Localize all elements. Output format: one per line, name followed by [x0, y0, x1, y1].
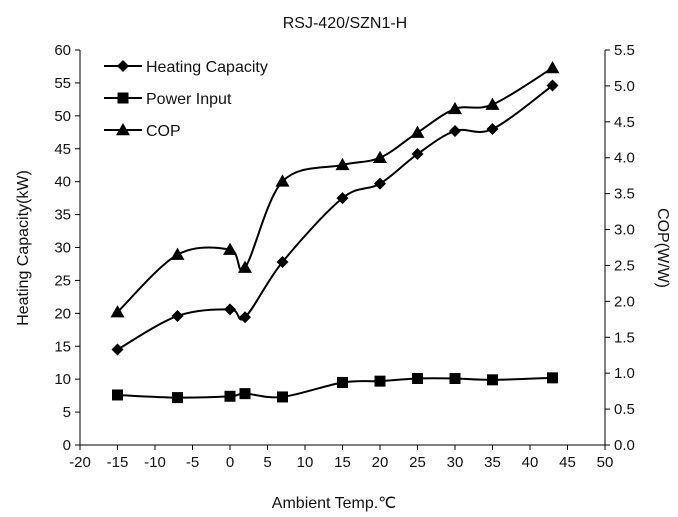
y-tick-label: 10 [54, 371, 71, 388]
heating-capacity-series [111, 79, 559, 356]
y-tick-label: 40 [54, 174, 71, 191]
x-tick-label: 35 [484, 454, 501, 471]
cop-point [170, 247, 185, 260]
y2-tick-label: 3.0 [614, 222, 635, 239]
legend-label-cop: COP [146, 123, 181, 140]
chart-title: RSJ-420/SZN1-H [283, 15, 407, 32]
power-input-point [224, 390, 236, 402]
y2-axis-title: COP(W/W) [654, 208, 671, 288]
heating-capacity-point [411, 148, 424, 161]
power-input-point [337, 376, 348, 388]
axes: -20 -15 -10 -5 0 5 10 15 20 25 30 35 40 45 50 0 5 10 15 20 2… [54, 42, 635, 471]
x-tick-label: 25 [409, 454, 426, 471]
power-input-point [487, 374, 498, 386]
y-tick-label: 55 [54, 75, 71, 92]
x-tick-label: 10 [297, 454, 314, 471]
y2-tick-label: 0.5 [614, 401, 635, 418]
y-tick-label: 45 [54, 141, 71, 158]
x-tick-label: -20 [69, 454, 91, 471]
x-axis-title: Ambient Temp.℃ [272, 495, 396, 512]
y2-tick-label: 5.5 [614, 42, 635, 59]
x-tick-label: 40 [522, 454, 539, 471]
legend-marker-heating-capacity [117, 60, 129, 72]
heating-capacity-point [374, 177, 386, 190]
legend-item-heating-capacity: Heating Capacity [104, 59, 268, 76]
power-input-point [547, 372, 558, 384]
cop-point [410, 125, 425, 138]
x-tick-label: 0 [226, 454, 234, 471]
heating-capacity-point [276, 255, 289, 268]
x-tick-label: 15 [334, 454, 351, 471]
cop-point [238, 260, 252, 273]
y-tick-label: 0 [63, 437, 71, 454]
y2-tick-label: 0.0 [614, 437, 635, 454]
cop-point [485, 97, 500, 110]
x-tick-label: -5 [186, 454, 199, 471]
y-tick-label: 50 [54, 108, 71, 125]
power-input-point [172, 392, 183, 404]
heating-capacity-point [486, 123, 499, 135]
heating-capacity-point [449, 124, 461, 137]
legend-item-cop: COP [104, 123, 181, 140]
x-tick-label: -15 [107, 454, 129, 471]
cop-point [335, 157, 350, 171]
y-tick-label: 30 [54, 240, 71, 257]
y-tick-label: 5 [63, 404, 71, 421]
y2-tick-label: 4.0 [614, 150, 635, 167]
y2-tick-label: 5.0 [614, 78, 635, 95]
y-tick-label: 15 [54, 338, 71, 355]
cop-point [223, 242, 237, 255]
y-axis-title: Heating Capacity(kW) [15, 170, 32, 326]
cop-series [110, 60, 560, 318]
cop-line [116, 67, 554, 313]
power-input-point [277, 391, 288, 403]
power-input-point [112, 389, 123, 401]
heating-capacity-point [171, 309, 184, 322]
cop-point [545, 60, 560, 74]
y-tick-label: 35 [54, 207, 71, 224]
y2-tick-label: 1.5 [614, 329, 635, 346]
y-tick-label: 20 [54, 305, 71, 322]
legend-marker-power-input [117, 92, 129, 104]
cop-point [275, 174, 290, 187]
y2-tick-label: 4.5 [614, 114, 635, 131]
y-tick-label: 25 [54, 272, 71, 289]
heating-capacity-point [224, 303, 236, 316]
power-input-series [112, 372, 558, 404]
power-input-point [374, 375, 386, 387]
x-tick-label: 45 [559, 454, 576, 471]
heating-capacity-line [117, 84, 554, 351]
x-tick-label: 20 [372, 454, 389, 471]
heating-capacity-point [239, 311, 251, 324]
x-tick-label: -10 [144, 454, 166, 471]
y2-tick-label: 3.5 [614, 186, 635, 203]
legend-item-power-input: Power Input [104, 91, 232, 108]
heating-capacity-point [111, 343, 124, 356]
cop-point [448, 101, 462, 115]
power-input-point [449, 373, 461, 385]
y-tick-label: 60 [54, 42, 71, 59]
y2-tick-label: 1.0 [614, 365, 635, 382]
y2-tick-label: 2.5 [614, 257, 635, 274]
power-input-point [412, 373, 423, 385]
power-input-point [239, 388, 251, 400]
cop-point [110, 305, 125, 318]
heating-capacity-point [546, 79, 559, 92]
y2-tick-label: 2.0 [614, 293, 635, 310]
x-tick-label: 30 [447, 454, 464, 471]
series-layer [110, 60, 560, 404]
cop-point [373, 150, 387, 163]
heating-capacity-point [336, 192, 349, 205]
legend-marker-cop [116, 123, 130, 136]
legend: Heating Capacity Power Input COP [104, 59, 268, 140]
legend-label-heating-capacity: Heating Capacity [146, 59, 268, 76]
x-tick-label: 5 [263, 454, 271, 471]
x-tick-label: 50 [597, 454, 614, 471]
legend-label-power-input: Power Input [146, 91, 232, 108]
